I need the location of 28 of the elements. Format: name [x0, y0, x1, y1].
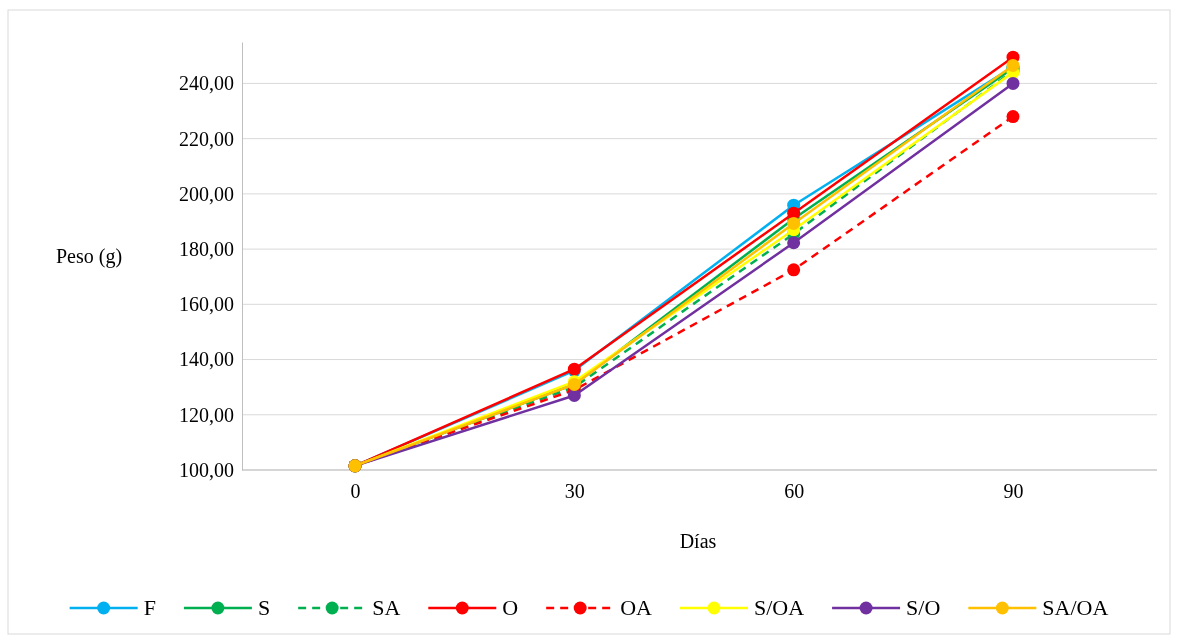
point [787, 236, 801, 250]
y-tick-label: 160,00 [179, 293, 234, 316]
legend-label: SA [372, 595, 401, 620]
point [1006, 76, 1020, 90]
point [787, 216, 801, 230]
y-axis-title: Peso (g) [55, 245, 123, 268]
y-tick-label: 220,00 [179, 127, 234, 150]
y-tick-label: 100,00 [179, 458, 234, 481]
legend-label: S/OA [753, 595, 805, 620]
legend-label: S [257, 595, 271, 620]
point [567, 388, 581, 402]
point [1006, 110, 1020, 124]
legend-label: OA [620, 595, 653, 620]
x-tick-label: 60 [784, 480, 805, 503]
legend-label: F [143, 595, 156, 620]
y-tick-label: 200,00 [179, 182, 234, 205]
legend-label: SA/OA [1042, 595, 1109, 620]
point [787, 263, 801, 277]
x-tick-label: 30 [564, 480, 585, 503]
y-tick-label: 180,00 [179, 238, 234, 260]
legend-label: S/O [906, 595, 941, 620]
x-tick-label: 0 [350, 480, 361, 503]
y-tick-label: 240,00 [179, 72, 234, 95]
legend-label: O [502, 595, 519, 620]
x-tick-label: 90 [1003, 480, 1024, 503]
x-axis-title: Días [679, 530, 717, 552]
y-tick-label: 140,00 [179, 348, 234, 371]
y-tick-label: 120,00 [179, 403, 234, 426]
